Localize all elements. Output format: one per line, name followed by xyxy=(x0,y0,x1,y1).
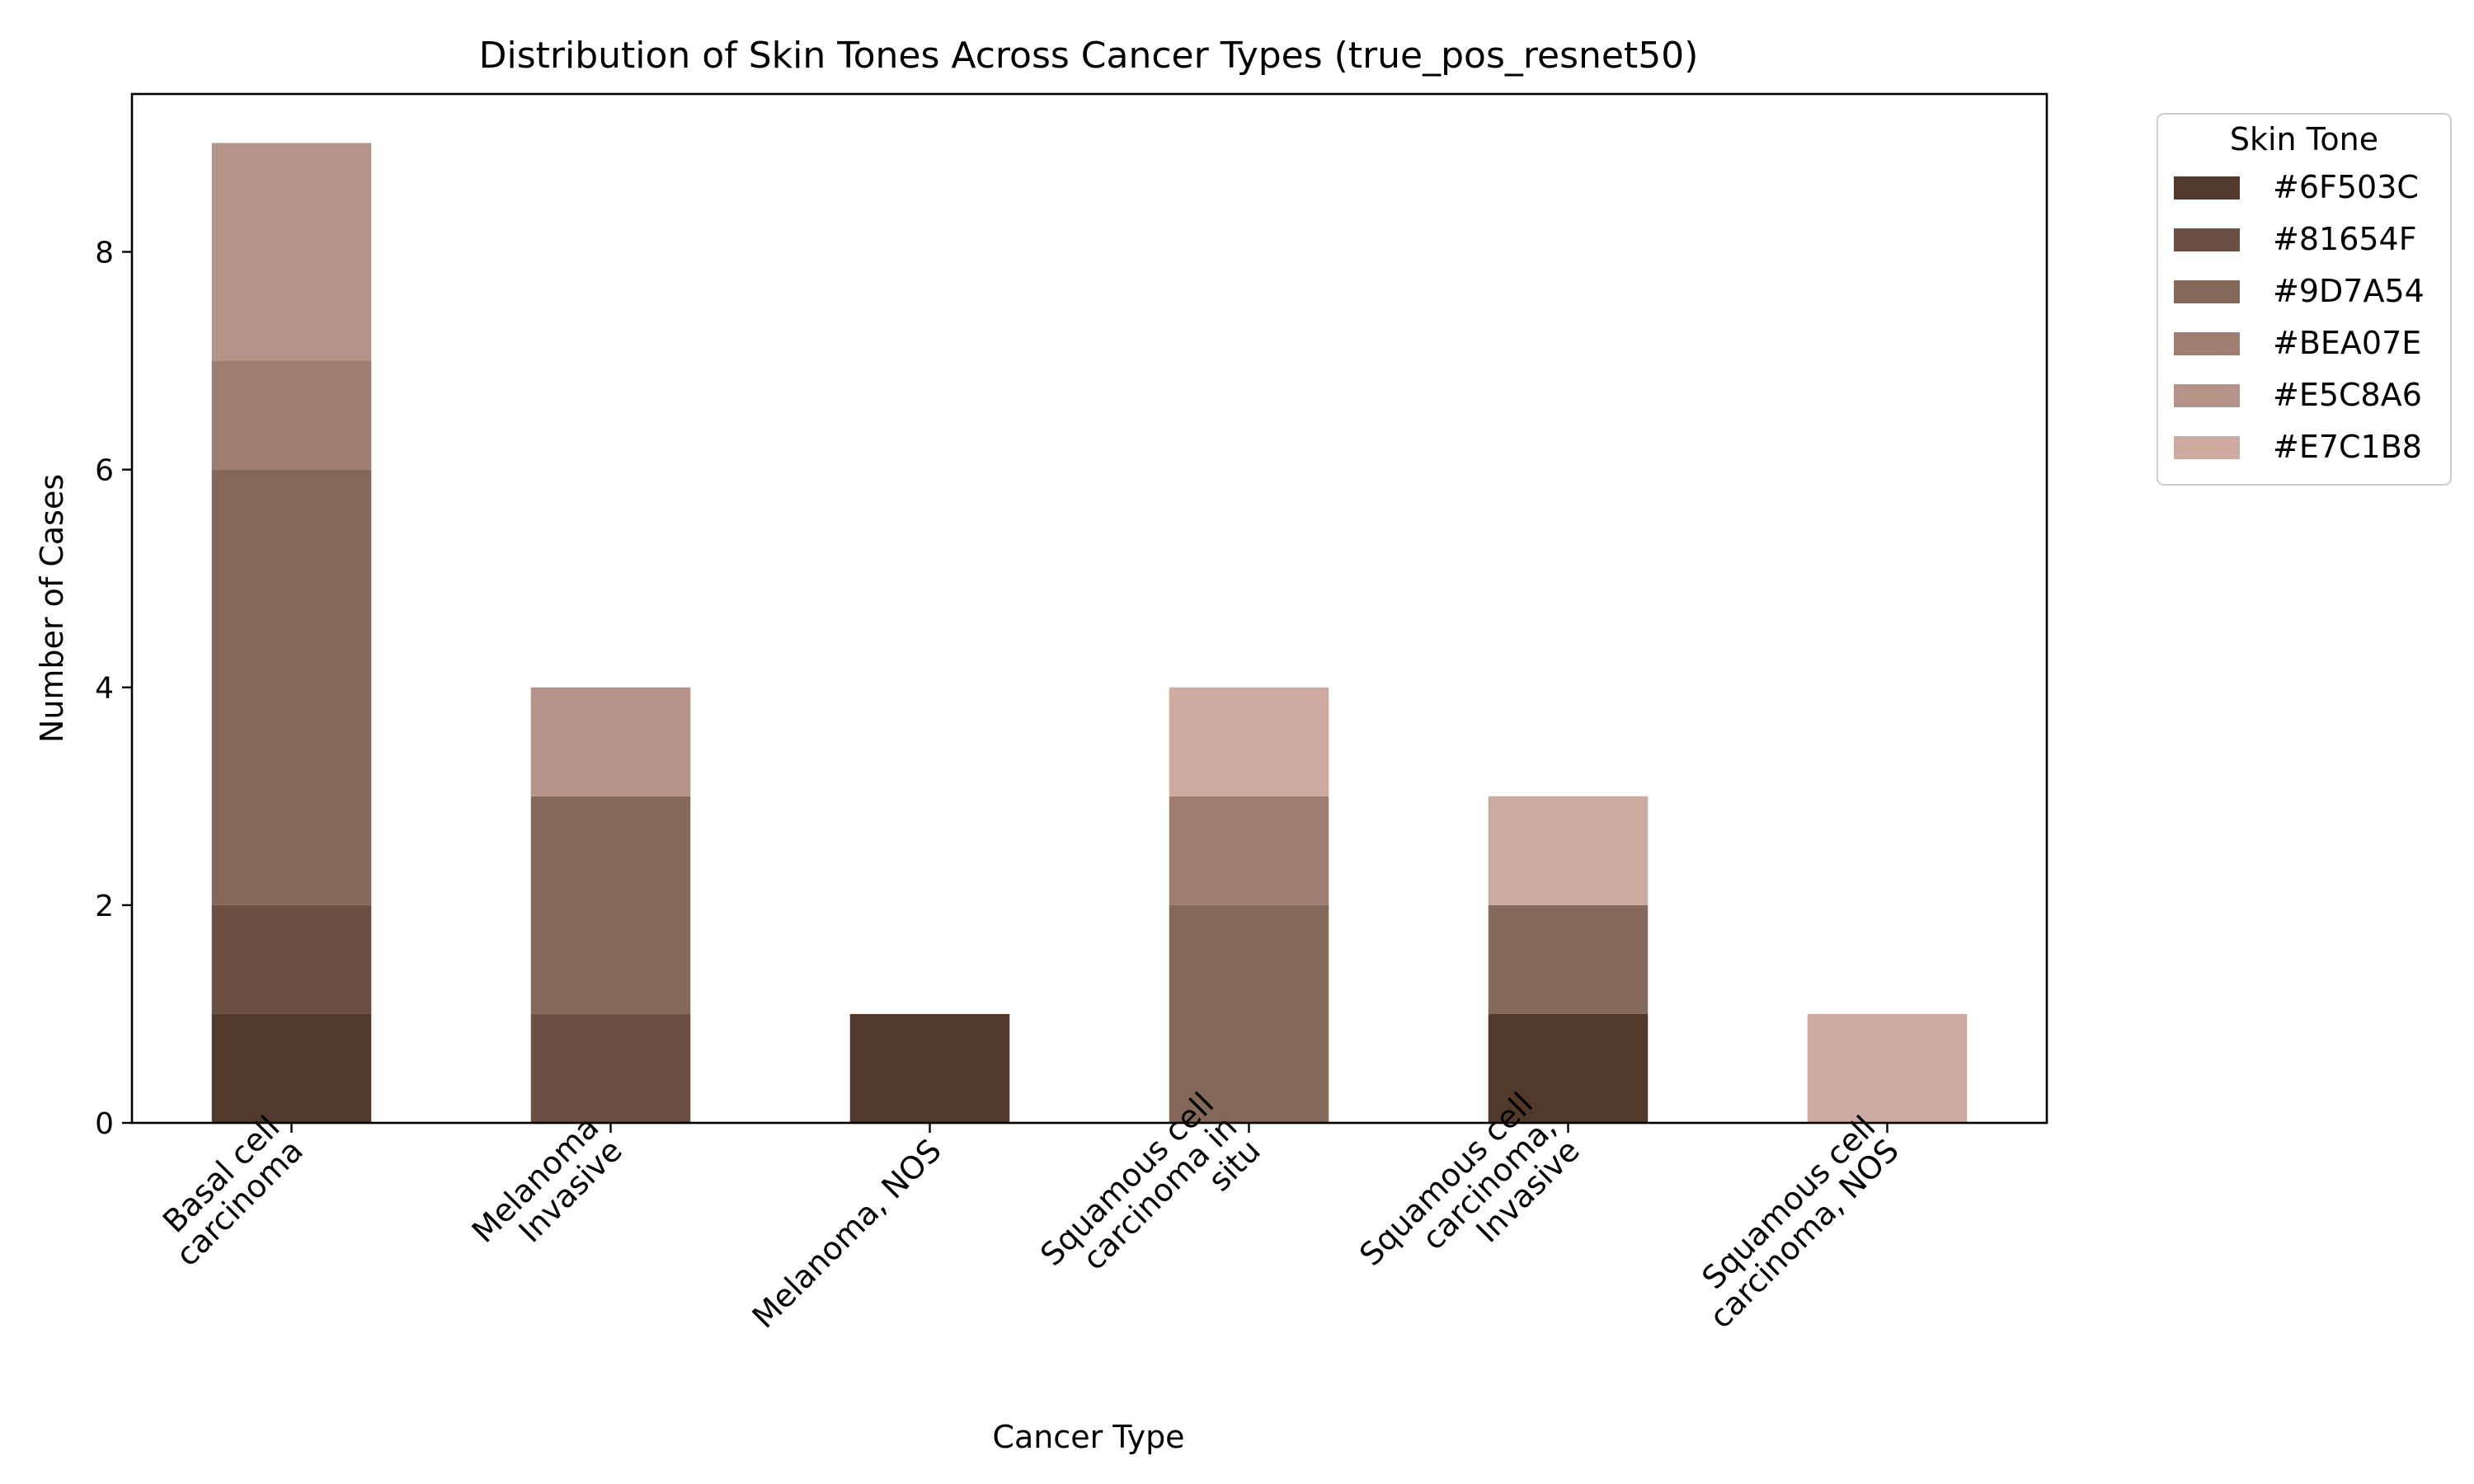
legend-swatch xyxy=(2174,384,2240,407)
bar-segment xyxy=(211,143,372,361)
legend-label: #6F503C xyxy=(2273,169,2419,205)
bar-segment xyxy=(211,360,372,470)
y-tick-label: 2 xyxy=(95,890,114,923)
bar-segment xyxy=(530,687,691,796)
y-axis: 0 2 4 6 8 xyxy=(95,236,132,1141)
bar-segment xyxy=(1169,904,1329,1123)
legend-label: #81654F xyxy=(2273,221,2417,257)
y-tick-label: 8 xyxy=(95,236,114,270)
bar-segment xyxy=(530,1013,691,1123)
chart-title: Distribution of Skin Tones Across Cancer… xyxy=(479,35,1699,77)
x-axis-label: Cancer Type xyxy=(992,1419,1184,1455)
bar-segment xyxy=(1169,796,1329,905)
legend-swatch xyxy=(2174,436,2240,459)
bar-segment xyxy=(1488,904,1649,1014)
legend-label: #BEA07E xyxy=(2273,325,2421,361)
bar-segment xyxy=(1488,1013,1649,1123)
x-tick-label-line: Melanoma, NOS xyxy=(745,1132,948,1335)
bar-segment xyxy=(211,1013,372,1123)
bar-segment xyxy=(211,904,372,1014)
legend-label: #E7C1B8 xyxy=(2273,429,2422,465)
bar-segment xyxy=(530,796,691,1014)
legend-swatch xyxy=(2174,176,2240,200)
bar-segment xyxy=(1807,1013,1968,1123)
legend-items: #6F503C #81654F #9D7A54 #BEA07E #E5C8A6 #E7C1… xyxy=(2174,169,2425,465)
legend-swatch xyxy=(2174,280,2240,303)
plot-frame xyxy=(130,92,2048,1125)
bars-layer xyxy=(211,143,1968,1123)
bar-segment xyxy=(1169,687,1329,796)
x-tick-label: MelanomaInvasive xyxy=(465,1109,629,1273)
y-axis-label: Number of Cases xyxy=(34,474,70,743)
legend: Skin Tone #6F503C #81654F #9D7A54 #BEA07E #E… xyxy=(2157,113,2452,486)
x-tick-label: Basal cellcarcinoma xyxy=(145,1109,309,1273)
legend-title: Skin Tone xyxy=(2230,121,2378,157)
legend-swatch xyxy=(2174,228,2240,251)
y-tick-label: 0 xyxy=(95,1107,114,1141)
bar-segment xyxy=(211,469,372,905)
legend-label: #9D7A54 xyxy=(2273,273,2425,309)
bar-segment xyxy=(1488,796,1649,905)
y-tick-label: 6 xyxy=(95,454,114,488)
bar-segment xyxy=(849,1013,1010,1123)
x-tick-label: Squamous cellcarcinoma, NOS xyxy=(1679,1109,1906,1336)
legend-swatch xyxy=(2174,332,2240,355)
y-tick-label: 4 xyxy=(95,672,114,706)
legend-label: #E5C8A6 xyxy=(2273,377,2422,413)
x-tick-label: Melanoma, NOS xyxy=(745,1132,948,1335)
